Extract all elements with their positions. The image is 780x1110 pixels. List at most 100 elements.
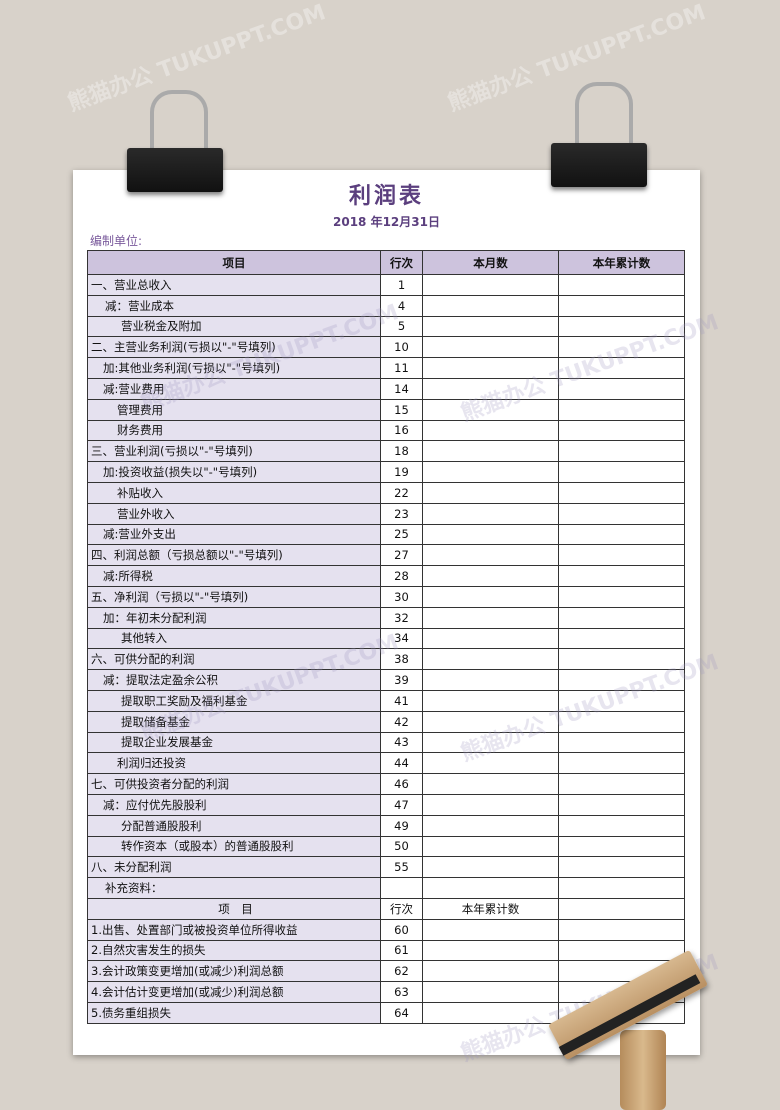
- row-year-value[interactable]: [558, 461, 685, 483]
- row-line-number: 39: [380, 669, 423, 691]
- row-month-value[interactable]: [422, 377, 559, 400]
- table-row: 减:营业外支出 25: [87, 523, 685, 546]
- row-month-value[interactable]: [422, 315, 559, 338]
- row-line-number: 5: [380, 315, 423, 338]
- row-month-value[interactable]: [422, 689, 559, 712]
- row-year-value[interactable]: [558, 544, 685, 567]
- row-line-number: 44: [380, 752, 423, 775]
- row-month-value[interactable]: [422, 877, 559, 899]
- row-year-value[interactable]: [558, 523, 685, 546]
- row-year-value[interactable]: [558, 440, 685, 463]
- row-year-value[interactable]: [558, 294, 685, 317]
- header-line: 行次: [380, 250, 423, 275]
- row-item: 五、净利润（亏损以"-"号填列): [87, 585, 381, 608]
- row-item: 4.会计估计变更增加(或减少)利润总额: [87, 981, 381, 1003]
- row-month-value[interactable]: [422, 419, 559, 442]
- row-year-value[interactable]: [558, 856, 685, 879]
- table-row: 营业税金及附加 5: [87, 315, 685, 338]
- row-year-value[interactable]: [558, 398, 685, 421]
- table-row: 减:营业费用 14: [87, 377, 685, 400]
- table-row: 减：提取法定盈余公积 39: [87, 669, 685, 691]
- row-year-value[interactable]: [558, 710, 685, 733]
- row-month-value[interactable]: [422, 835, 559, 858]
- row-line-number: 10: [380, 336, 423, 359]
- row-year-value[interactable]: [558, 669, 685, 691]
- table-row: 其他转入 34: [87, 627, 685, 650]
- table-row: 减:所得税 28: [87, 565, 685, 587]
- row-year-value[interactable]: [558, 835, 685, 858]
- row-year-value[interactable]: [558, 315, 685, 338]
- row-year-value[interactable]: [558, 793, 685, 816]
- row-year-value[interactable]: [558, 731, 685, 754]
- row-item: 二、主营业务利润(亏损以"-"号填列): [87, 336, 381, 359]
- binder-clip-wire: [575, 82, 633, 166]
- row-year-value[interactable]: [558, 648, 685, 671]
- row-month-value[interactable]: [422, 710, 559, 733]
- row-line-number: 64: [380, 1001, 423, 1024]
- row-line-number: 16: [380, 419, 423, 442]
- row-month-value[interactable]: [422, 773, 559, 795]
- row-year-value[interactable]: [422, 960, 559, 983]
- row-month-value[interactable]: [422, 274, 559, 296]
- row-year-value[interactable]: [422, 1001, 559, 1024]
- row-month-value[interactable]: [422, 627, 559, 650]
- row-year-value[interactable]: [558, 627, 685, 650]
- row-line-number: 4: [380, 294, 423, 317]
- row-item: 利润归还投资: [87, 752, 381, 775]
- row-year-value[interactable]: [558, 357, 685, 379]
- row-year-value[interactable]: [558, 606, 685, 629]
- row-month-value[interactable]: [422, 752, 559, 775]
- row-month-value[interactable]: [422, 565, 559, 587]
- row-year-value[interactable]: [558, 752, 685, 775]
- row-year-value[interactable]: [422, 939, 559, 962]
- row-month-value[interactable]: [422, 336, 559, 359]
- supplement-row: 2.自然灾害发生的损失 61: [87, 939, 685, 962]
- row-year-value[interactable]: [558, 481, 685, 504]
- row-year-value[interactable]: [558, 565, 685, 587]
- row-item: 四、利润总额（亏损总额以"-"号填列): [87, 544, 381, 567]
- row-month-value[interactable]: [422, 856, 559, 879]
- row-year-value[interactable]: [422, 918, 559, 941]
- row-month-value[interactable]: [422, 669, 559, 691]
- row-month-value[interactable]: [422, 357, 559, 379]
- row-item: 减：应付优先股股利: [87, 793, 381, 816]
- row-line-number: 42: [380, 710, 423, 733]
- row-year-value[interactable]: [558, 274, 685, 296]
- row-month-value[interactable]: [422, 585, 559, 608]
- row-month-value[interactable]: [422, 523, 559, 546]
- row-item: 2.自然灾害发生的损失: [87, 939, 381, 962]
- table-row: 管理费用 15: [87, 398, 685, 421]
- row-month-value[interactable]: [422, 731, 559, 754]
- row-month-value[interactable]: [422, 461, 559, 483]
- row-year-value[interactable]: [558, 877, 685, 899]
- row-month-value[interactable]: [422, 398, 559, 421]
- row-month-value[interactable]: [422, 606, 559, 629]
- row-item: 减:营业外支出: [87, 523, 381, 546]
- row-year-value[interactable]: [558, 377, 685, 400]
- row-month-value[interactable]: [422, 440, 559, 463]
- row-year-value[interactable]: [558, 585, 685, 608]
- row-item: 营业外收入: [87, 502, 381, 525]
- row-year-value[interactable]: [558, 814, 685, 837]
- row-line-number: 43: [380, 731, 423, 754]
- row-item: 提取储备基金: [87, 710, 381, 733]
- supplement-header-year: 本年累计数: [422, 897, 559, 920]
- row-year-value[interactable]: [558, 773, 685, 795]
- row-year-value[interactable]: [558, 689, 685, 712]
- row-item: 六、可供分配的利润: [87, 648, 381, 671]
- document-date: 2018 年12月31日: [333, 215, 440, 229]
- row-item: 5.债务重组损失: [87, 1001, 381, 1024]
- row-year-value[interactable]: [422, 981, 559, 1003]
- row-year-value[interactable]: [558, 336, 685, 359]
- row-month-value[interactable]: [422, 648, 559, 671]
- row-month-value[interactable]: [422, 481, 559, 504]
- row-year-value[interactable]: [558, 502, 685, 525]
- row-line-number: 61: [380, 939, 423, 962]
- row-month-value[interactable]: [422, 793, 559, 816]
- row-year-value[interactable]: [558, 419, 685, 442]
- row-month-value[interactable]: [422, 294, 559, 317]
- row-month-value[interactable]: [422, 502, 559, 525]
- row-month-value[interactable]: [422, 814, 559, 837]
- row-month-value[interactable]: [422, 544, 559, 567]
- row-line-number: 32: [380, 606, 423, 629]
